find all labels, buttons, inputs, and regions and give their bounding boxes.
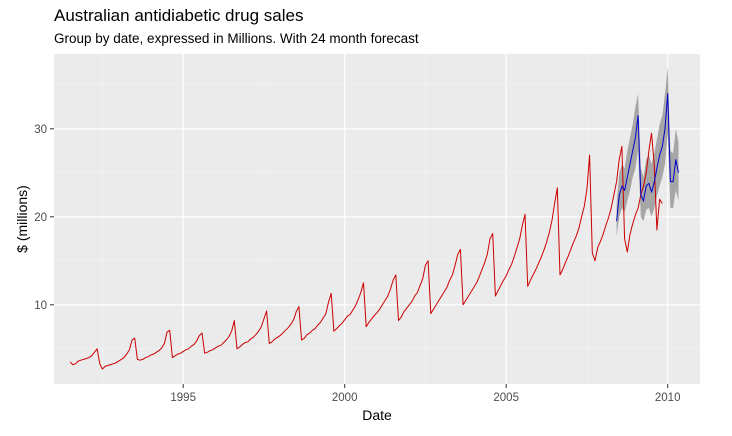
x-axis: 1995 2000 2005 2010 xyxy=(170,384,680,404)
historical-series-line xyxy=(69,132,663,370)
x-tick-label: 2010 xyxy=(655,392,681,404)
plot-panel xyxy=(54,54,700,384)
chart-title: Australian antidiabetic drug sales xyxy=(54,6,304,25)
forecast-series-line xyxy=(616,93,679,222)
y-axis-title: $ (millions) xyxy=(14,185,30,253)
y-axis: 10 20 30 xyxy=(34,124,54,312)
series-line-layer xyxy=(69,93,679,370)
minor-gridlines xyxy=(54,54,700,384)
x-tick-label: 1995 xyxy=(170,392,196,404)
forecast-interval-layer xyxy=(616,67,679,237)
x-tick-label: 2000 xyxy=(332,392,358,404)
chart-subtitle: Group by date, expressed in Millions. Wi… xyxy=(54,31,419,46)
forecast-interval-band xyxy=(616,67,679,237)
x-tick-label: 2005 xyxy=(493,392,519,404)
x-axis-title: Date xyxy=(362,407,392,423)
y-tick-label: 20 xyxy=(34,212,47,224)
y-tick-label: 30 xyxy=(34,124,47,136)
major-gridlines xyxy=(54,54,700,384)
y-tick-label: 10 xyxy=(34,300,47,312)
